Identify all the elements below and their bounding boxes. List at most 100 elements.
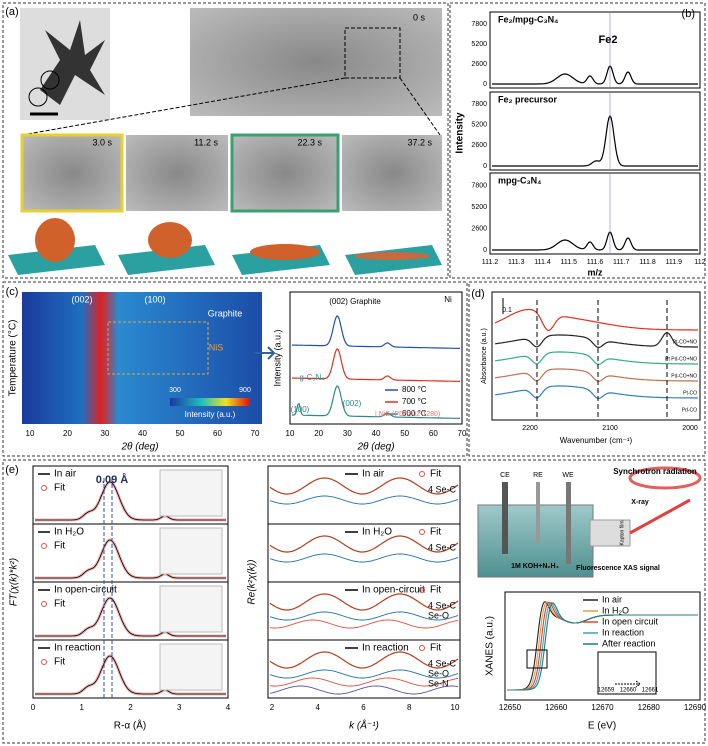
legend-label: In air — [362, 469, 385, 480]
electrode — [502, 482, 508, 554]
curve-label: Pt-CO — [683, 390, 697, 396]
x-tick-label: 111.5 — [561, 259, 578, 266]
exafs-curve — [269, 535, 459, 553]
panel-frame — [2, 2, 449, 279]
spectrum — [492, 231, 698, 251]
x-tick-label: 6 — [361, 703, 366, 712]
xrd-curve — [291, 315, 460, 349]
x-tick-label: 4 — [316, 703, 321, 712]
legend-label: 800 °C — [402, 385, 427, 394]
annotation: X-ray — [631, 499, 649, 506]
legend-marker — [419, 471, 425, 477]
y-tick-label: 2600 — [471, 225, 487, 232]
x-tick-label: 111.7 — [613, 259, 630, 266]
x-tick-label: 111.9 — [666, 259, 683, 266]
x-tick-label: 50 — [176, 429, 185, 438]
axes — [289, 291, 463, 425]
legend-label: In open circuit — [602, 616, 659, 626]
zoom-line — [21, 77, 346, 136]
legend-label: In reaction — [602, 627, 644, 637]
zoom-box — [344, 27, 401, 79]
time-label: 37.2 s — [407, 137, 432, 147]
legend-label: Fit — [54, 541, 65, 552]
peak-label: (100) — [144, 294, 165, 304]
subplot-title: mpg-C₃N₄ — [498, 175, 541, 185]
y-tick-label: 0 — [483, 81, 487, 88]
y-tick-label: 7800 — [471, 101, 487, 108]
electrode-label: WE — [562, 472, 574, 479]
x-tick-label: 60 — [429, 429, 438, 438]
x-tick-label: 111.4 — [534, 259, 551, 266]
panel-label: (a) — [5, 6, 18, 18]
legend-label: Fit — [54, 599, 65, 610]
axis-title: m/z — [587, 267, 603, 277]
annotation: Fluorescence XAS signal — [576, 565, 660, 572]
curve-label: Pd-CO+NO — [671, 373, 697, 379]
legend-marker — [41, 543, 47, 549]
highlight-box — [107, 321, 209, 375]
legend-label: In reaction — [54, 643, 101, 654]
nanoparticle — [40, 20, 105, 105]
window — [589, 519, 631, 547]
y-tick-label: 7800 — [471, 182, 487, 189]
legend-label: Fit — [430, 643, 441, 654]
panel-label: (d) — [471, 288, 484, 300]
tem-image — [190, 8, 442, 116]
axis-title: Temperature (°C) — [8, 320, 19, 397]
axes — [491, 291, 701, 421]
ir-curve — [494, 308, 698, 332]
tem-image — [342, 135, 442, 211]
x-tick-label: 70 — [458, 429, 467, 438]
marker — [28, 87, 48, 107]
panel-label: (b) — [682, 8, 695, 20]
legend-label: 700 °C — [402, 397, 427, 406]
legend-marker — [419, 587, 425, 593]
ft-curve — [35, 481, 226, 521]
legend-label: In H₂O — [54, 527, 84, 538]
panel-label: (c) — [6, 286, 19, 298]
legend-label: Fit — [430, 469, 441, 480]
electrode — [566, 482, 571, 564]
annotation: (002) — [343, 399, 362, 408]
annotation: 1M KOH+N₂H₄ — [511, 563, 559, 570]
legend-label: 4 Se-C — [428, 658, 457, 668]
x-tick-label: 12650 — [499, 703, 522, 712]
x-tick-label: 2 — [128, 703, 133, 712]
peak-label: Fe2 — [599, 34, 618, 46]
x-tick-label: 10 — [451, 703, 460, 712]
annotation: NiS — [209, 342, 224, 352]
annotation: Graphite — [208, 308, 243, 318]
legend-marker — [419, 645, 425, 651]
x-tick-label: 20 — [63, 429, 72, 438]
legend-marker — [41, 659, 47, 665]
panel-frame — [449, 2, 706, 279]
x-tick-label: 12661 — [642, 688, 659, 694]
structure-inset — [159, 585, 223, 633]
electrode — [536, 482, 540, 542]
axis-title: Absorbance (a.u.) — [481, 328, 488, 384]
axes — [489, 172, 701, 255]
legend-label: In open-circuit — [54, 585, 117, 596]
legend-label: Fit — [54, 657, 65, 668]
legend-label: After reaction — [602, 638, 656, 648]
marker — [40, 70, 60, 90]
panel-frame — [468, 281, 706, 457]
legend-label: In air — [54, 469, 77, 480]
spectrum — [492, 65, 698, 85]
path-curve — [269, 495, 459, 505]
legend-marker — [419, 529, 425, 535]
ft-curve — [35, 539, 226, 579]
colorbar-title: Intensity (a.u.) — [185, 410, 236, 419]
time-label: 0 s — [413, 12, 426, 22]
y-tick-label: 2600 — [471, 61, 487, 68]
cell — [477, 504, 594, 578]
axes — [489, 11, 701, 89]
ir-curve — [494, 351, 698, 365]
y-tick-label: 0 — [483, 163, 487, 170]
axis-title: XANES (a.u.) — [485, 616, 496, 676]
x-tick-label: 112 — [694, 259, 705, 266]
panel-frame — [2, 459, 706, 744]
xanes-curve — [507, 602, 698, 691]
annotation: Kapton film — [619, 520, 625, 545]
x-tick-label: 20 — [314, 429, 323, 438]
